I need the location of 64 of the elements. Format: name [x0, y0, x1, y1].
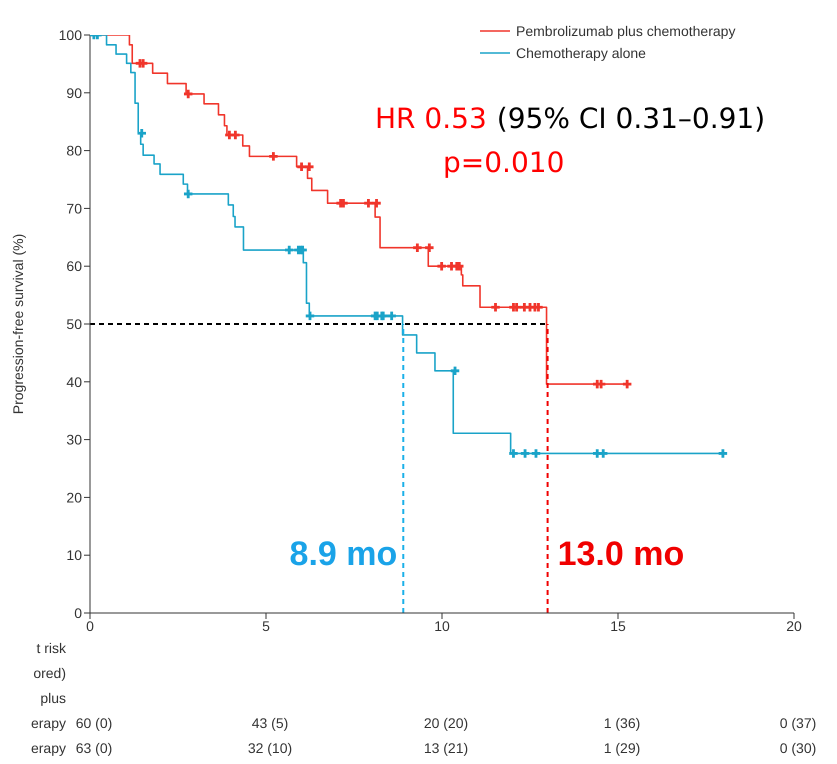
text: 20 (20)	[424, 715, 468, 731]
y-tick-label: 30	[66, 432, 82, 448]
y-tick-label: 100	[58, 26, 82, 43]
y-tick-label: 80	[66, 142, 82, 159]
legend-label: Pembrolizumab plus chemotherapy	[516, 23, 736, 39]
point	[138, 129, 146, 138]
point	[184, 190, 192, 198]
point	[284, 246, 294, 254]
text: plus	[40, 690, 66, 706]
point	[718, 449, 728, 458]
text: 1 (36)	[604, 715, 640, 731]
text: 63 (0)	[76, 740, 112, 756]
text: 0 (37)	[780, 715, 816, 731]
annotation: 8.9 mo	[290, 534, 398, 573]
x-tick-label: 0	[86, 618, 94, 634]
text: 0 (30)	[780, 740, 816, 756]
annotation: (95% CI 0.31–0.91)	[496, 102, 766, 135]
x-tick-label: 10	[434, 618, 450, 634]
point	[269, 152, 278, 161]
y-tick-label: 20	[66, 489, 82, 506]
point	[305, 162, 314, 172]
point	[450, 366, 460, 376]
text: 43 (5)	[252, 715, 288, 731]
point	[413, 243, 422, 252]
point	[425, 243, 434, 252]
point	[520, 449, 530, 458]
point	[364, 198, 373, 208]
text: t risk	[36, 640, 67, 656]
y-tick-label: 0	[74, 604, 82, 621]
point	[306, 312, 314, 320]
text: 32 (10)	[248, 740, 292, 756]
point	[387, 312, 396, 320]
text: ored)	[33, 665, 66, 681]
point	[372, 198, 381, 208]
point	[622, 380, 632, 388]
text: 1 (29)	[604, 740, 640, 756]
point	[598, 449, 608, 458]
y-tick-label: 10	[66, 547, 82, 564]
point	[437, 262, 446, 270]
annotation: HR 0.53	[375, 102, 487, 135]
point	[509, 449, 518, 458]
y-tick-label: 50	[66, 316, 82, 332]
y-tick-label: 90	[66, 84, 82, 101]
annotation: 13.0 mo	[558, 534, 684, 573]
text: 13 (21)	[424, 740, 468, 756]
text: 60 (0)	[76, 715, 112, 731]
point	[491, 302, 500, 312]
point	[532, 449, 540, 458]
y-tick-label: 60	[66, 258, 82, 274]
text: erapy	[30, 715, 66, 731]
annotation: p=0.010	[443, 146, 564, 179]
x-tick-label: 20	[786, 618, 802, 634]
point	[455, 262, 464, 270]
y-tick-label: 40	[66, 374, 82, 390]
point	[339, 198, 348, 208]
y-axis-title: Progression-free survival (%)	[10, 234, 26, 414]
x-tick-label: 5	[262, 618, 270, 634]
legend-label: Chemotherapy alone	[516, 45, 646, 61]
point	[231, 130, 240, 140]
x-tick-label: 15	[610, 618, 626, 634]
point	[297, 162, 306, 172]
point	[184, 90, 192, 98]
text: erapy	[30, 740, 66, 756]
y-tick-label: 70	[66, 200, 82, 216]
